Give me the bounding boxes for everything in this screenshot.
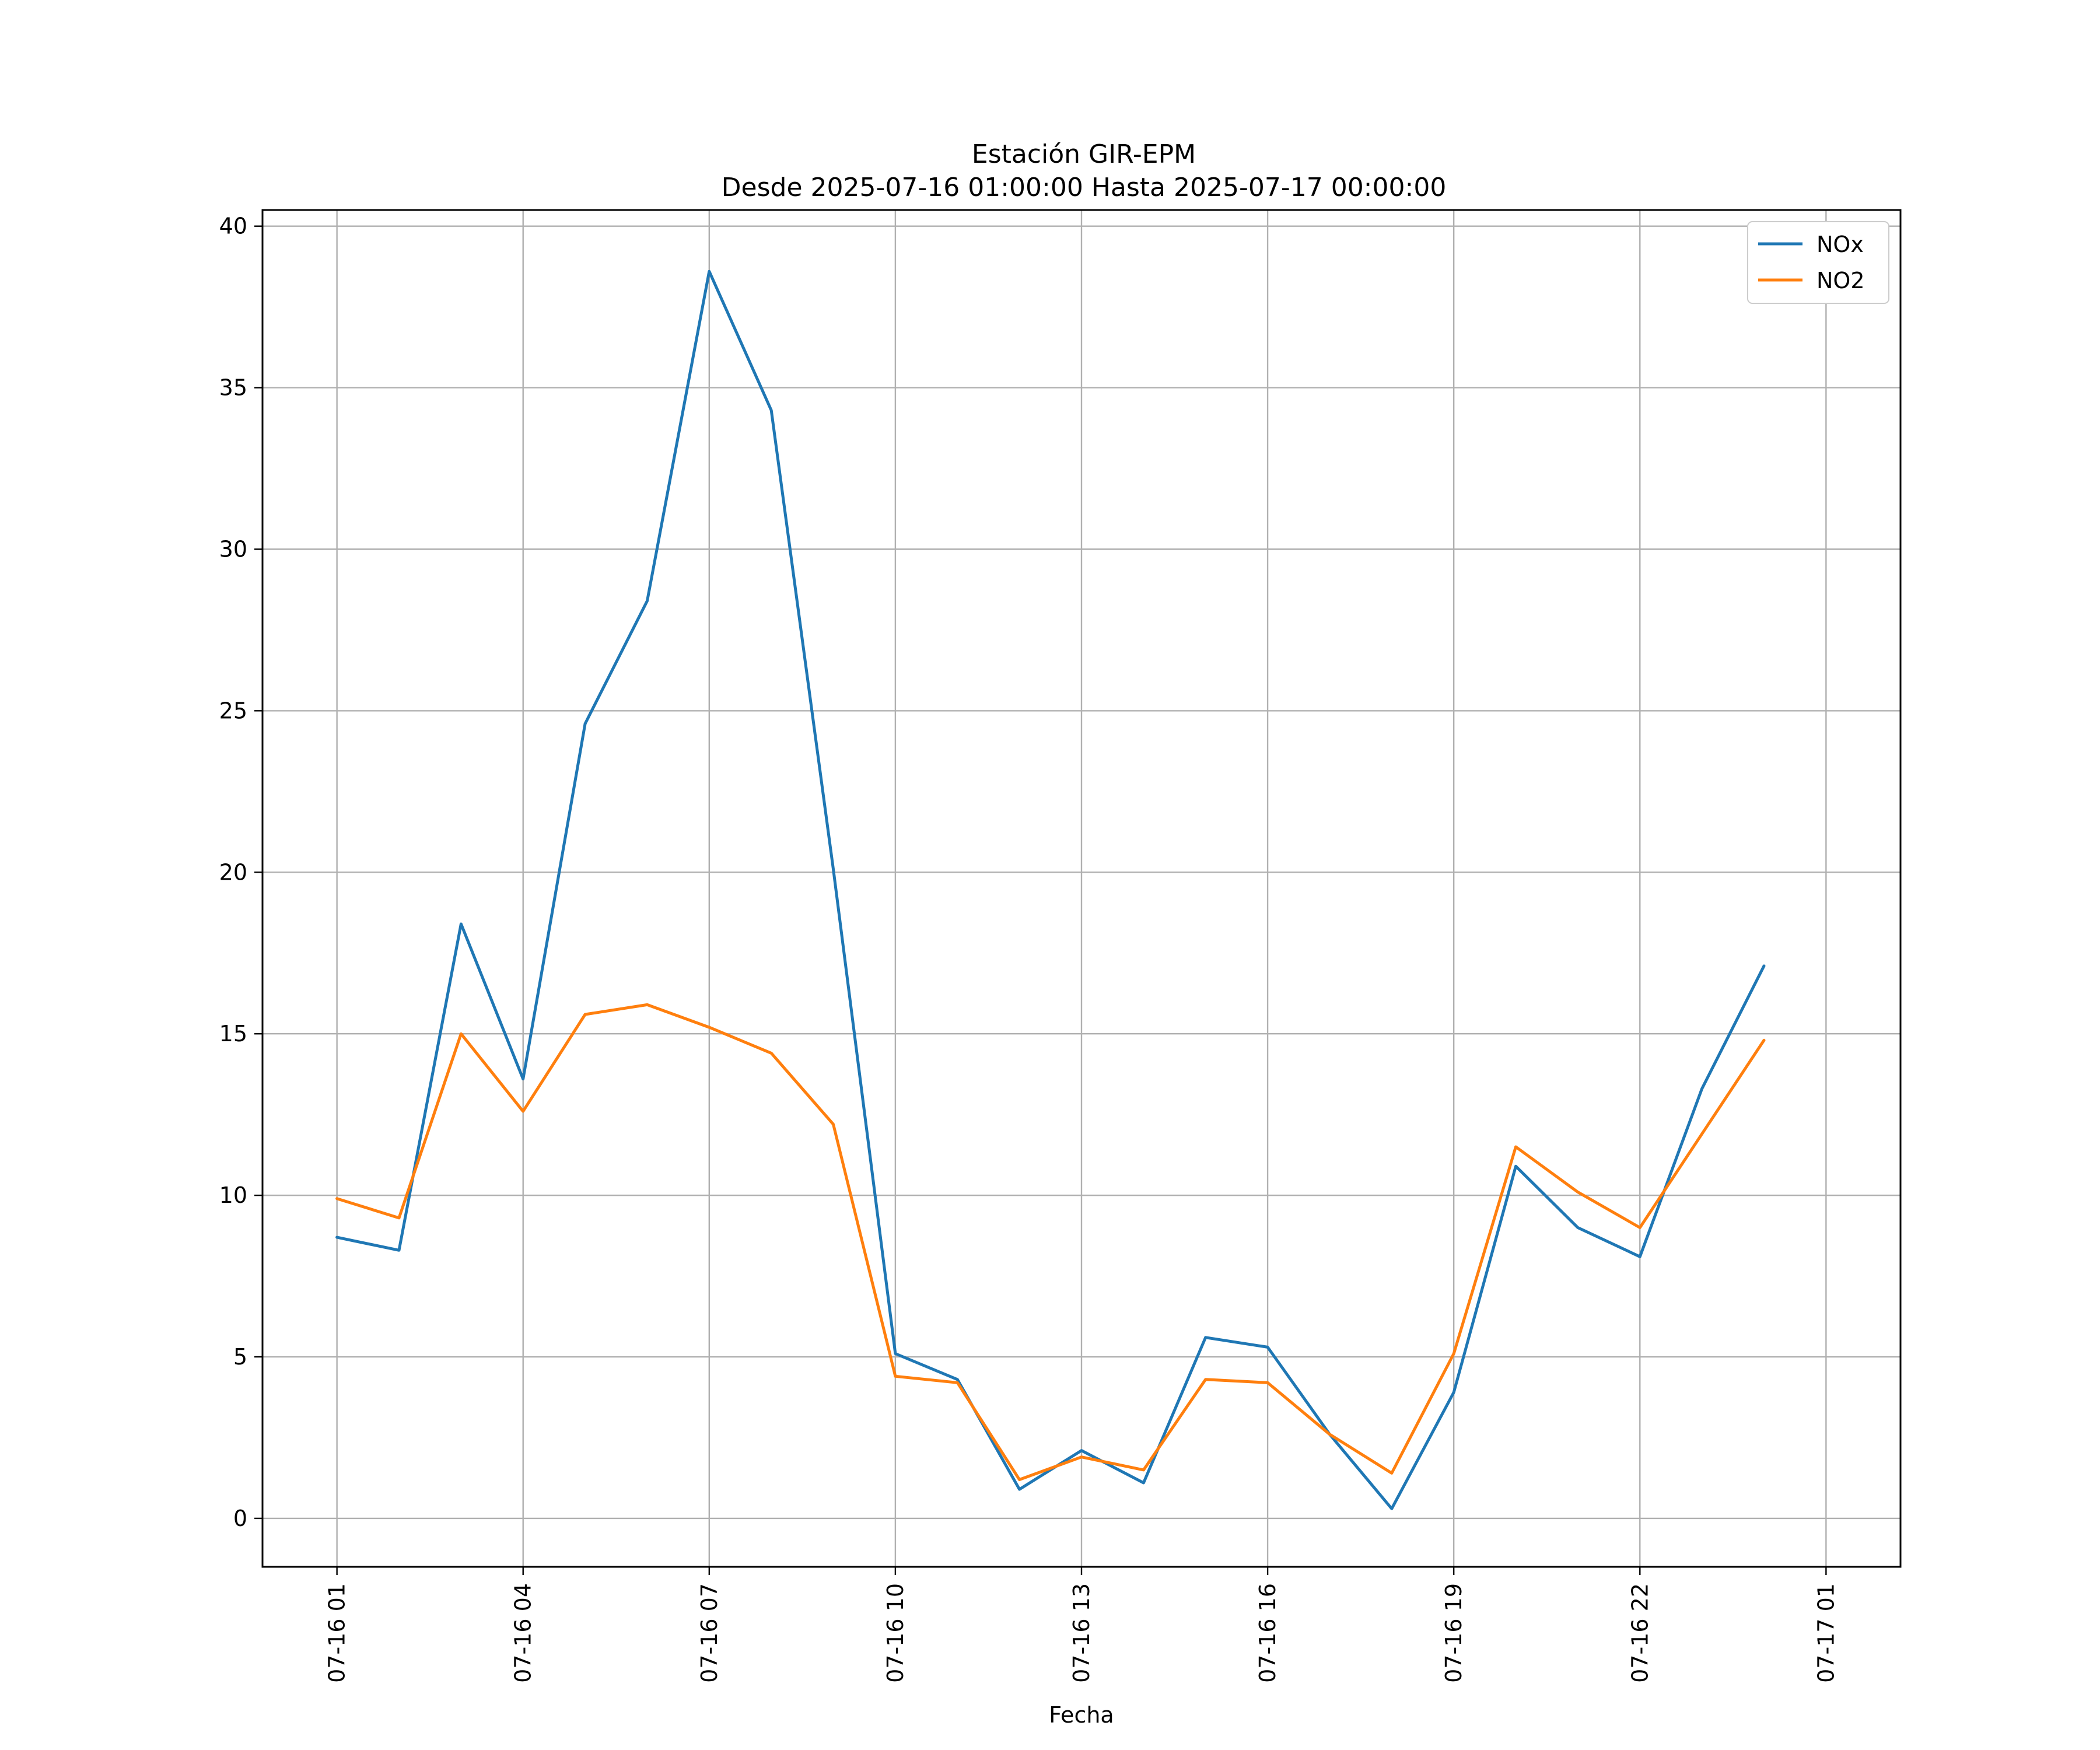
y-tick-label: 40 <box>219 214 247 239</box>
x-tick-label: 07-16 01 <box>324 1583 350 1683</box>
x-tick-label: 07-16 04 <box>510 1583 536 1683</box>
legend-label-nox: NOx <box>1817 232 1864 257</box>
x-tick-label: 07-16 10 <box>883 1583 908 1683</box>
chart-title: Estación GIR-EPM <box>972 139 1196 169</box>
series-line-nox <box>335 270 1766 1510</box>
y-tick-label: 5 <box>233 1344 247 1370</box>
x-tick-label: 07-16 22 <box>1627 1583 1653 1683</box>
y-tick-label: 25 <box>219 698 247 723</box>
legend-label-no2: NO2 <box>1817 268 1865 293</box>
ticks: 0 5 10 15 20 25 30 35 40 07-16 01 07-16 04 07-16 07… <box>219 214 1839 1683</box>
y-tick-label: 20 <box>219 859 247 885</box>
chart-subtitle: Desde 2025-07-16 01:00:00 Hasta 2025-07-… <box>722 173 1447 202</box>
x-tick-label: 07-16 07 <box>696 1583 722 1683</box>
x-tick-label: 07-16 16 <box>1255 1583 1280 1683</box>
x-axis-label: Fecha <box>1049 1702 1114 1728</box>
y-tick-label: 30 <box>219 537 247 562</box>
grid <box>262 210 1901 1567</box>
series-line-no2 <box>335 1003 1766 1481</box>
y-tick-label: 0 <box>233 1506 247 1531</box>
series-group <box>335 270 1766 1510</box>
x-tick-label: 07-16 19 <box>1441 1583 1466 1683</box>
y-tick-label: 35 <box>219 375 247 401</box>
y-tick-label: 10 <box>219 1182 247 1208</box>
legend: NOx NO2 <box>1747 221 1889 304</box>
x-tick-label: 07-16 13 <box>1069 1583 1094 1683</box>
y-tick-label: 15 <box>219 1021 247 1046</box>
legend-frame <box>1747 221 1889 304</box>
x-tick-label: 07-17 01 <box>1813 1583 1839 1683</box>
